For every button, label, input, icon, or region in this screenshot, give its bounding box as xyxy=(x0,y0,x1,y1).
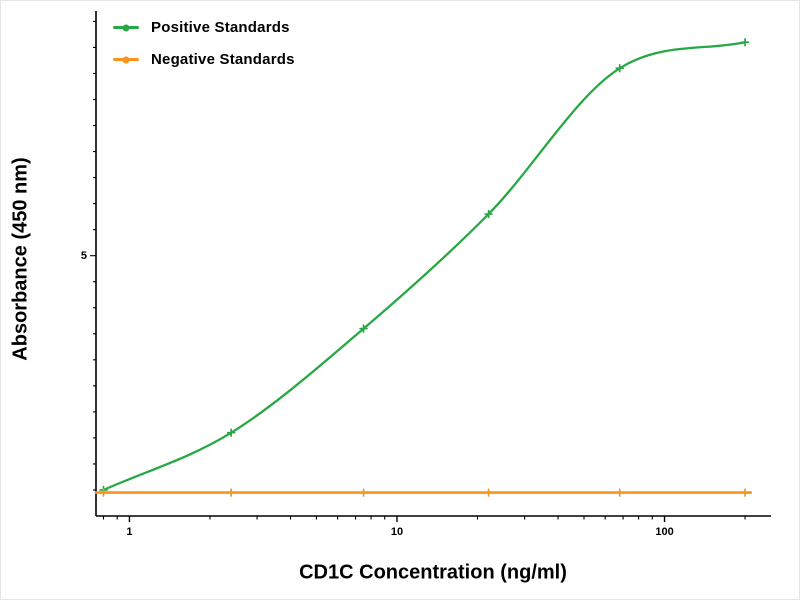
legend-label-negative: Negative Standards xyxy=(151,51,295,68)
series-positive-standards xyxy=(99,37,750,495)
x-tick-label: 1 xyxy=(126,526,132,538)
positive-curve xyxy=(102,41,747,492)
y-axis-ticks: 5 xyxy=(81,20,96,491)
y-axis-label: Absorbance (450 nm) xyxy=(9,157,32,361)
x-tick-label: 100 xyxy=(655,526,673,538)
x-axis-label: CD1C Concentration (ng/ml) xyxy=(299,561,567,584)
positive-series-marker-icon xyxy=(113,23,139,32)
x-tick-label: 10 xyxy=(391,526,403,538)
x-axis-ticks: 1 10 100 xyxy=(102,516,746,538)
legend-label-positive: Positive Standards xyxy=(151,19,290,36)
axes xyxy=(95,11,771,517)
negative-series-marker-icon xyxy=(113,55,139,64)
series-negative-standards xyxy=(94,488,753,497)
legend-item-negative-standards: Negative Standards xyxy=(113,51,295,68)
legend-item-positive-standards: Positive Standards xyxy=(113,19,295,36)
y-tick-label: 5 xyxy=(81,250,87,262)
legend: Positive Standards Negative Standards xyxy=(113,19,295,83)
